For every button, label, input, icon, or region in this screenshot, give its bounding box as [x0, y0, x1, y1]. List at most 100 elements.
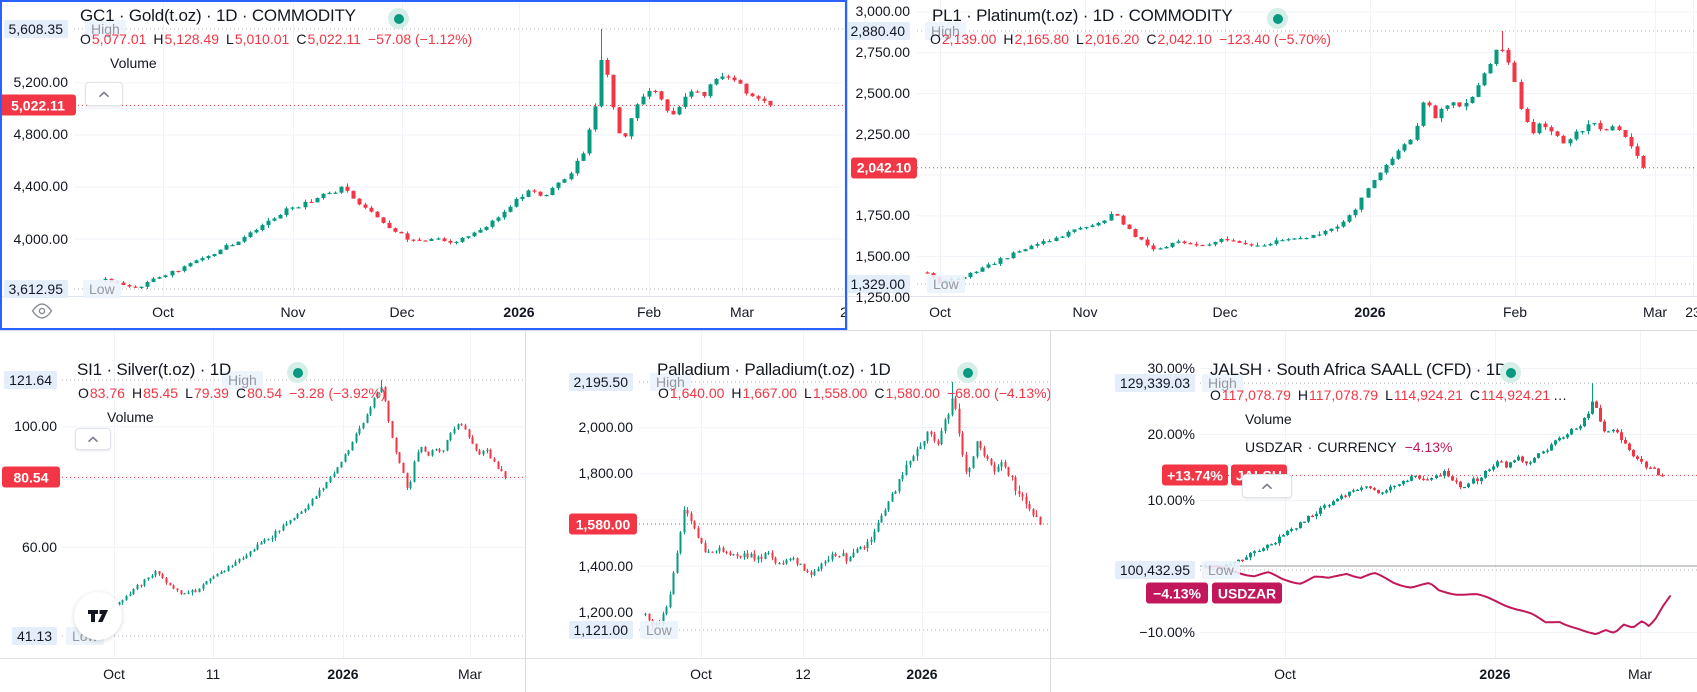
low-price-badge: 1,121.00	[568, 621, 633, 639]
symbol-title[interactable]: GC1 · Gold(t.oz) · 1D · COMMODITY	[80, 6, 356, 25]
indicator-volume-label[interactable]: Volume	[107, 409, 154, 425]
market-open-dot-icon	[962, 367, 973, 378]
panel-divider	[1050, 331, 1051, 692]
low-price-badge: 41.13	[11, 627, 57, 645]
collapse-pane-button[interactable]	[1242, 474, 1292, 498]
high-price-badge: 2,195.50	[568, 373, 633, 391]
price-axis-label: 20.00%	[1147, 426, 1195, 442]
change-value: −68.00 (−4.13%)	[946, 385, 1050, 401]
ohlc-key: H	[153, 31, 164, 47]
ohlc-value: 1,640.00	[669, 385, 725, 401]
symbol-title[interactable]: PL1 · Platinum(t.oz) · 1D · COMMODITY	[932, 6, 1233, 25]
time-axis[interactable]: Oct Nov Dec 2026 Feb Mar 2	[0, 296, 847, 330]
compare-market-type: CURRENCY	[1317, 439, 1397, 455]
ohlc-key: H	[1297, 387, 1309, 403]
chevron-up-icon	[1262, 483, 1272, 489]
ohlc-key: L	[804, 385, 812, 401]
ohlc-key: O	[78, 385, 89, 401]
indicator-volume-label[interactable]: Volume	[1245, 411, 1292, 427]
ohlc-row: O83.76 H85.45 L79.39 C80.54 −3.28 (−3.92%)	[78, 385, 386, 402]
price-axis[interactable]: 3,000.00 2,880.40 2,750.00 2,500.00 2,250.00…	[847, 0, 917, 305]
time-axis-label: Oct	[690, 666, 712, 682]
panel-divider	[0, 330, 1697, 331]
low-line-label: Low	[640, 621, 678, 639]
price-axis-label: 60.00	[21, 538, 57, 555]
time-axis[interactable]: Oct 2026 Mar	[1050, 658, 1697, 692]
ohlc-value: 117,078.79	[1221, 387, 1291, 403]
price-axis-label: 100.00	[14, 418, 57, 435]
change-value: −123.40 (−5.70%)	[1218, 31, 1332, 47]
jalsh-chart-area[interactable]	[1050, 331, 1697, 692]
time-axis-label: Mar	[729, 304, 755, 320]
platinum-chart-area[interactable]	[847, 0, 1697, 330]
change-value: −3.28 (−3.92%)	[289, 385, 386, 401]
indicator-volume-label[interactable]: Volume	[110, 55, 157, 71]
time-axis-label: 23	[1685, 304, 1697, 320]
price-axis[interactable]: 5,608.35 5,200.00 4,800.00 4,400.00 4,000.00…	[0, 0, 74, 298]
time-axis-label: 2026	[327, 666, 359, 682]
ohlc-key: H	[1003, 31, 1014, 47]
ohlc-ellipsis: …	[1553, 387, 1568, 403]
ohlc-value: 2,016.20	[1084, 31, 1140, 47]
ohlc-key: L	[1385, 387, 1393, 403]
price-axis-label: 1,200.00	[578, 603, 634, 620]
time-axis-label: Oct	[103, 666, 125, 682]
ohlc-value: 5,022.11	[307, 31, 361, 47]
ohlc-key: H	[731, 385, 742, 401]
price-axis-label: 4,400.00	[13, 178, 69, 195]
ohlc-value: 1,667.00	[742, 385, 798, 401]
silver-candlestick-plot	[0, 331, 525, 659]
palladium-chart-area[interactable]	[525, 331, 1050, 692]
price-axis[interactable]: 30.00% 129,339.03 20.00% 10.00% 100,432.95 −1…	[1050, 331, 1200, 658]
market-status-icon[interactable]	[388, 8, 409, 29]
collapse-pane-button[interactable]	[75, 428, 111, 450]
palladium-candlestick-plot	[525, 331, 1050, 659]
time-axis[interactable]: Oct 11 2026 Mar	[0, 658, 525, 692]
market-status-icon[interactable]	[287, 362, 308, 383]
price-axis-label: −10.00%	[1139, 624, 1195, 640]
high-line-label: High	[925, 22, 966, 40]
panel-gold: 5,608.35 5,200.00 4,800.00 4,400.00 4,000.00…	[0, 0, 847, 330]
ohlc-value: 2,042.10	[1157, 31, 1212, 47]
price-axis-label: 2,250.00	[855, 125, 911, 142]
tradingview-logo-icon[interactable]	[74, 592, 122, 640]
time-axis-label: 11	[205, 666, 221, 682]
symbol-title[interactable]: JALSH · South Africa SAALL (CFD) · 1D	[1210, 360, 1508, 379]
market-open-dot-icon	[1505, 367, 1516, 378]
high-line-label: High	[650, 373, 691, 391]
time-axis[interactable]: Oct Nov Dec 2026 Feb Mar 23	[847, 296, 1697, 330]
price-axis-label: 1,250.00	[855, 288, 911, 305]
panel-palladium: 2,195.50 2,000.00 1,800.00 1,400.00 1,200.00…	[525, 331, 1050, 692]
ohlc-key: O	[80, 31, 91, 47]
high-price-badge: 121.64	[4, 371, 57, 389]
ohlc-value: 114,924.21	[1393, 387, 1463, 403]
market-status-icon[interactable]	[957, 362, 978, 383]
ohlc-value: 79.39	[193, 385, 229, 401]
market-open-dot-icon	[393, 13, 404, 24]
price-axis[interactable]: 121.64 100.00 60.00 41.13	[0, 331, 62, 658]
ohlc-key: O	[930, 31, 941, 47]
ohlc-key: L	[185, 385, 193, 401]
symbol-title[interactable]: Palladium · Palladium(t.oz) · 1D	[657, 360, 891, 379]
ohlc-value: 1,558.00	[812, 385, 868, 401]
market-status-icon[interactable]	[1267, 8, 1288, 29]
ohlc-value: 114,924.21	[1481, 387, 1551, 403]
market-status-icon[interactable]	[1500, 362, 1521, 383]
collapse-pane-button[interactable]	[85, 82, 123, 106]
silver-chart-area[interactable]	[0, 331, 525, 692]
eye-icon[interactable]	[30, 299, 54, 323]
low-price-badge: 1,329.00	[847, 275, 910, 293]
platinum-candlestick-plot	[847, 0, 1697, 297]
time-axis-label: Mar	[1627, 666, 1653, 682]
chevron-up-icon	[88, 436, 98, 442]
compare-legend-row[interactable]: USDZAR · CURRENCY −4.13%	[1245, 439, 1452, 456]
ohlc-row: O1,640.00 H1,667.00 L1,558.00 C1,580.00 −68.…	[658, 385, 1050, 402]
price-axis-label: 1,400.00	[578, 557, 634, 574]
low-line-label: Low	[1202, 560, 1240, 579]
gold-chart-area[interactable]	[0, 0, 847, 330]
symbol-title[interactable]: SI1 · Silver(t.oz) · 1D	[77, 360, 232, 379]
high-price-badge: 5,608.35	[3, 20, 68, 38]
price-axis[interactable]: 2,195.50 2,000.00 1,800.00 1,400.00 1,200.00…	[525, 331, 639, 658]
time-axis[interactable]: Oct 12 2026	[525, 658, 1050, 692]
